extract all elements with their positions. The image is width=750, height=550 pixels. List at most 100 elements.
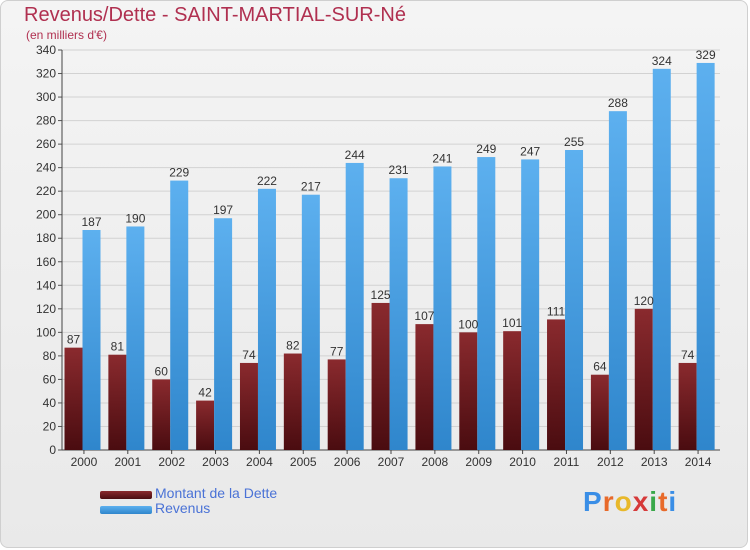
x-tick-label-2006: 2006 bbox=[334, 455, 361, 469]
data-label-debt-2006: 77 bbox=[330, 344, 344, 358]
data-label-revenue-2013: 324 bbox=[652, 54, 672, 68]
legend-swatch-revenue bbox=[100, 506, 152, 514]
bar-revenue-2014 bbox=[696, 62, 715, 451]
bar-debt-2008 bbox=[415, 324, 434, 450]
x-tick-label-2004: 2004 bbox=[246, 455, 273, 469]
x-tick-label-2012: 2012 bbox=[597, 455, 624, 469]
bar-debt-2000 bbox=[64, 347, 83, 450]
data-label-revenue-2006: 244 bbox=[345, 148, 365, 162]
bar-revenue-2000 bbox=[82, 230, 101, 450]
x-tick-label-2002: 2002 bbox=[158, 455, 185, 469]
data-label-revenue-2014: 329 bbox=[696, 48, 716, 62]
y-tick-label: 240 bbox=[36, 161, 56, 175]
bar-revenue-2011 bbox=[565, 150, 584, 450]
data-label-revenue-2007: 231 bbox=[389, 163, 409, 177]
y-tick-label: 80 bbox=[43, 349, 57, 363]
data-label-revenue-2011: 255 bbox=[564, 135, 584, 149]
bar-debt-2010 bbox=[503, 331, 522, 450]
x-tick-label-2007: 2007 bbox=[378, 455, 405, 469]
bar-debt-2012 bbox=[590, 374, 609, 450]
bar-debt-2004 bbox=[239, 362, 258, 450]
data-label-revenue-2001: 190 bbox=[125, 211, 145, 225]
data-label-debt-2013: 120 bbox=[634, 294, 654, 308]
data-label-revenue-2012: 288 bbox=[608, 96, 628, 110]
y-tick-label: 320 bbox=[36, 67, 56, 81]
data-label-debt-2004: 74 bbox=[242, 348, 256, 362]
brand-letter: i bbox=[649, 486, 659, 517]
data-label-revenue-2002: 229 bbox=[169, 166, 189, 180]
brand-letter: i bbox=[668, 486, 678, 517]
bar-revenue-2004 bbox=[257, 188, 276, 450]
brand-letter: t bbox=[658, 486, 669, 517]
bar-revenue-2005 bbox=[301, 194, 320, 450]
bar-revenue-2007 bbox=[389, 178, 408, 450]
data-label-debt-2007: 125 bbox=[371, 288, 391, 302]
y-tick-label: 180 bbox=[36, 231, 56, 245]
bar-debt-2001 bbox=[108, 354, 127, 450]
y-tick-label: 200 bbox=[36, 208, 56, 222]
x-tick-label-2009: 2009 bbox=[465, 455, 492, 469]
brand-letter: o bbox=[614, 486, 633, 517]
data-label-revenue-2009: 249 bbox=[476, 142, 496, 156]
bar-debt-2003 bbox=[196, 400, 215, 450]
bar-revenue-2013 bbox=[652, 68, 671, 450]
data-label-revenue-2004: 222 bbox=[257, 174, 277, 188]
x-tick-label-2000: 2000 bbox=[71, 455, 98, 469]
bar-revenue-2009 bbox=[477, 157, 496, 450]
bar-debt-2013 bbox=[634, 308, 653, 450]
chart-subtitle: (en milliers d'€) bbox=[26, 28, 107, 42]
x-tick-label-2003: 2003 bbox=[202, 455, 229, 469]
y-tick-label: 20 bbox=[43, 419, 57, 433]
y-tick-label: 300 bbox=[36, 90, 56, 104]
bar-revenue-2003 bbox=[214, 218, 233, 450]
y-tick-label: 260 bbox=[36, 137, 56, 151]
brand-letter: r bbox=[602, 486, 615, 517]
brand-letter: P bbox=[583, 486, 603, 517]
data-label-debt-2001: 81 bbox=[111, 340, 125, 354]
data-label-debt-2014: 74 bbox=[681, 348, 695, 362]
bar-revenue-2008 bbox=[433, 166, 452, 450]
bar-revenue-2012 bbox=[608, 111, 627, 451]
brand-logo: Proxiti bbox=[583, 486, 677, 518]
bar-revenue-2010 bbox=[521, 159, 540, 451]
data-label-debt-2012: 64 bbox=[593, 360, 607, 374]
bar-debt-2006 bbox=[327, 359, 346, 450]
bar-debt-2002 bbox=[152, 379, 171, 450]
chart-title: Revenus/Dette - SAINT-MARTIAL-SUR-Né bbox=[24, 4, 406, 26]
bar-debt-2009 bbox=[459, 332, 478, 450]
data-label-debt-2009: 100 bbox=[458, 317, 478, 331]
y-tick-label: 100 bbox=[36, 325, 56, 339]
x-tick-label-2013: 2013 bbox=[641, 455, 668, 469]
data-label-debt-2010: 101 bbox=[502, 316, 522, 330]
bar-revenue-2001 bbox=[126, 226, 145, 450]
legend-label-debt: Montant de la Dette bbox=[155, 485, 278, 501]
brand-letter: x bbox=[632, 486, 650, 517]
y-tick-label: 340 bbox=[36, 43, 56, 57]
data-label-debt-2003: 42 bbox=[198, 386, 212, 400]
x-tick-label-2001: 2001 bbox=[114, 455, 141, 469]
x-tick-label-2005: 2005 bbox=[290, 455, 317, 469]
bar-debt-2005 bbox=[283, 353, 302, 450]
data-label-revenue-2000: 187 bbox=[81, 215, 101, 229]
x-tick-label-2014: 2014 bbox=[685, 455, 712, 469]
data-label-debt-2002: 60 bbox=[155, 364, 169, 378]
x-tick-label-2010: 2010 bbox=[509, 455, 536, 469]
bar-revenue-2006 bbox=[345, 162, 364, 451]
y-tick-label: 0 bbox=[49, 443, 56, 457]
legend-swatch-debt bbox=[100, 491, 152, 499]
legend-label-revenue: Revenus bbox=[155, 500, 211, 516]
data-label-debt-2008: 107 bbox=[414, 309, 434, 323]
x-tick-label-2008: 2008 bbox=[422, 455, 449, 469]
data-label-revenue-2005: 217 bbox=[301, 180, 321, 194]
data-label-revenue-2003: 197 bbox=[213, 203, 233, 217]
bar-debt-2011 bbox=[547, 319, 566, 450]
y-tick-label: 120 bbox=[36, 302, 56, 316]
y-tick-label: 60 bbox=[43, 372, 57, 386]
data-label-debt-2011: 111 bbox=[547, 304, 566, 318]
bar-debt-2007 bbox=[371, 302, 390, 450]
bar-debt-2014 bbox=[678, 362, 697, 450]
y-tick-label: 160 bbox=[36, 255, 56, 269]
bar-revenue-2002 bbox=[170, 180, 189, 450]
y-tick-label: 280 bbox=[36, 114, 56, 128]
